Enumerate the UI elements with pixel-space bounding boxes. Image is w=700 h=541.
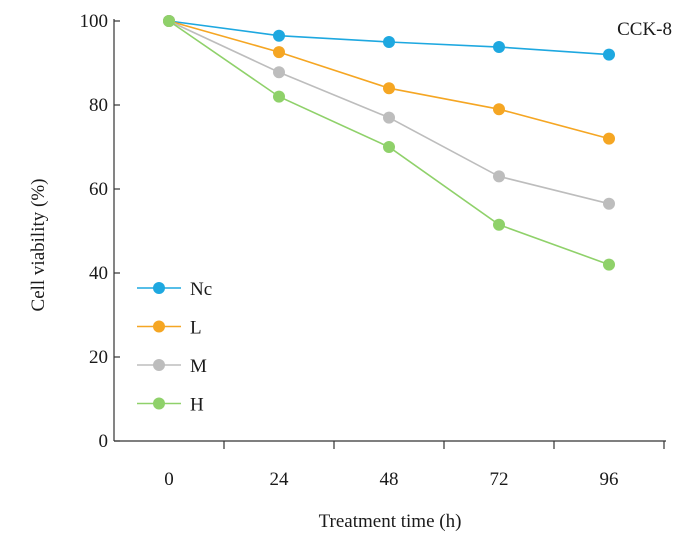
y-tick-label: 0	[99, 431, 109, 452]
legend-marker-m	[153, 359, 165, 371]
data-point-h	[493, 218, 505, 231]
x-axis-title: Treatment time (h)	[319, 511, 462, 532]
y-tick-label: 80	[89, 95, 108, 116]
data-point-nc	[273, 29, 285, 42]
x-tick-label: 48	[380, 469, 399, 490]
data-point-l	[383, 82, 395, 95]
legend-marker-l	[153, 320, 165, 333]
legend-label-l: L	[190, 318, 202, 339]
data-point-l	[273, 46, 285, 59]
legend-marker-h	[153, 397, 165, 410]
legend-label-m: M	[190, 356, 207, 377]
axes	[113, 19, 666, 442]
x-tick-label: 96	[600, 469, 619, 490]
y-tick-label: 20	[89, 347, 108, 368]
data-point-nc	[383, 36, 395, 48]
x-tick-label: 0	[164, 469, 174, 490]
y-tick-label: 40	[89, 263, 108, 284]
data-point-h	[163, 15, 175, 27]
data-point-h	[383, 141, 395, 153]
data-point-l	[493, 103, 505, 116]
y-tick-label: 60	[89, 179, 108, 200]
y-tick-label: 100	[80, 11, 109, 32]
x-tick-label: 72	[490, 469, 509, 490]
chart-annotation: CCK-8	[617, 19, 672, 40]
legend-marker-nc	[153, 282, 165, 294]
data-point-h	[273, 90, 285, 103]
x-tick-label: 24	[270, 469, 290, 490]
data-point-nc	[493, 41, 505, 54]
data-point-m	[273, 66, 285, 79]
y-axis-title: Cell viability (%)	[28, 179, 49, 312]
data-point-m	[603, 197, 615, 210]
data-point-m	[493, 170, 505, 183]
data-point-l	[603, 132, 615, 145]
legend-label-nc: Nc	[190, 279, 212, 300]
series-points	[163, 15, 615, 271]
legend: Nc LMH	[137, 279, 212, 416]
legend-label-h: H	[190, 395, 204, 416]
ticks: 0 20 40 60 80 100 0 24 48 72 96	[80, 11, 665, 490]
data-point-m	[383, 111, 395, 124]
data-point-h	[603, 258, 615, 271]
data-point-nc	[603, 48, 615, 61]
